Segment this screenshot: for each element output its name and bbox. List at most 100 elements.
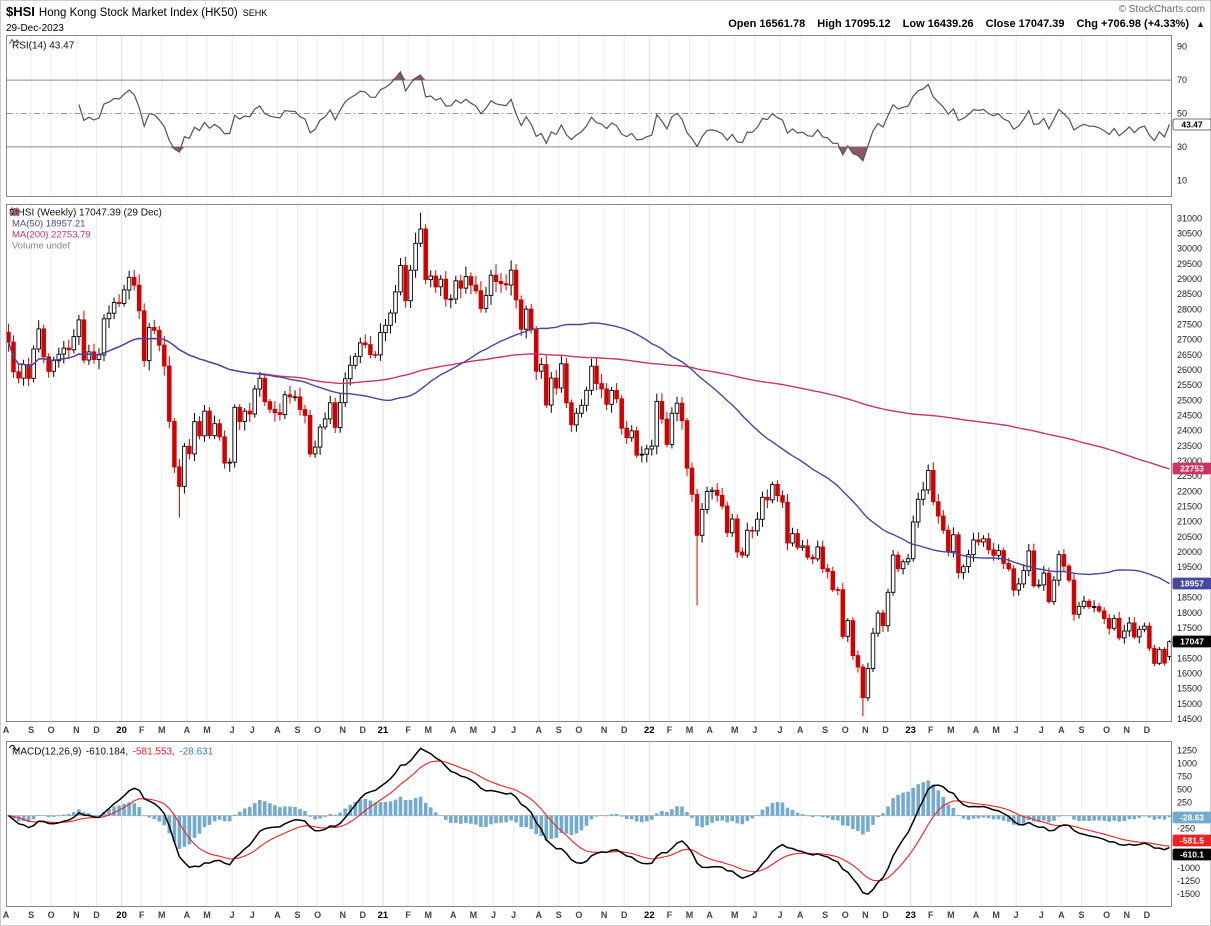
x-axis-label: S (822, 725, 829, 735)
y-axis-label: 25000 (1177, 395, 1202, 405)
x-axis-label: J (1013, 910, 1019, 920)
x-axis-label: S (822, 910, 829, 920)
x-axis-label: J (249, 910, 255, 920)
ma50-line (7, 322, 1170, 585)
chart-subheader: 29-Dec-2023 Open 16561.78 High 17095.12 Lo… (6, 18, 1205, 34)
x-axis-label: D (93, 725, 100, 735)
x-axis-label: S (555, 910, 562, 920)
macd-legend-signal-value: -581.553, (132, 746, 175, 758)
macd-legend-macd-value: -610.184, (85, 746, 129, 758)
x-axis-label: D (359, 910, 367, 920)
x-axis-label: 22 (644, 725, 655, 736)
x-axis-label: N (600, 725, 608, 735)
macd-legend-name: MACD(12,26,9) (12, 746, 82, 758)
chart-date: 29-Dec-2023 (6, 23, 64, 34)
y-axis-label: 16500 (1177, 653, 1202, 663)
y-axis-label: -1250 (1177, 876, 1200, 886)
svg-text:-581.5: -581.5 (1180, 836, 1204, 846)
x-axis-label: M (424, 725, 432, 735)
x-axis-label: A (450, 725, 457, 735)
value-tag: 43.47 (1172, 118, 1211, 131)
svg-text:43.47: 43.47 (1181, 120, 1203, 130)
volume-legend-row: Volume undef (9, 209, 162, 251)
x-axis-label: D (1143, 725, 1151, 735)
x-axis-label: A (706, 725, 713, 735)
macd-panel: 12501000750500250-250-500-750-1000-1250-… (6, 741, 1211, 907)
x-axis-label: F (928, 910, 934, 920)
y-axis-label: 29500 (1177, 259, 1202, 269)
y-axis-label: 26500 (1177, 350, 1202, 360)
y-axis-label: 30500 (1177, 228, 1202, 238)
x-axis-label: O (1103, 910, 1111, 920)
y-axis-label: 25500 (1177, 380, 1202, 390)
x-axis-label: N (73, 910, 80, 920)
y-axis-label: 250 (1177, 798, 1192, 808)
low-label: Low (902, 18, 925, 30)
x-axis-label: M (158, 910, 166, 920)
x-axis-label: J (490, 725, 497, 735)
x-axis-label: S (28, 910, 35, 920)
svg-text:-610.1: -610.1 (1180, 850, 1204, 860)
x-axis-label: J (752, 725, 758, 735)
y-axis-label: 22500 (1177, 471, 1202, 481)
high-value: 17095.12 (844, 18, 891, 30)
x-axis-label: 20 (116, 725, 127, 736)
value-tag: 17047 (1172, 635, 1211, 648)
rsi-line (78, 70, 1171, 162)
x-axis-label: J (752, 910, 758, 920)
y-axis-label: 27000 (1177, 335, 1202, 345)
x-axis-label: M (947, 725, 955, 735)
x-axis-label: O (841, 910, 849, 920)
ma200-legend-row: MA(200) 22753.79 (9, 209, 162, 240)
x-axis-label: A (183, 725, 191, 735)
stockcharts-credit-link[interactable]: © StockCharts.com (1118, 4, 1205, 15)
x-axis-label: O (1103, 725, 1111, 735)
x-axis-label: D (620, 910, 628, 920)
value-tag: 18957 (1172, 577, 1211, 590)
x-axis-label: J (1013, 725, 1019, 735)
x-axis-label: J (511, 910, 517, 920)
x-axis-label: S (1078, 725, 1085, 735)
x-axis-label: S (1078, 910, 1085, 920)
x-axis-label: J (1038, 725, 1044, 735)
change-value: +706.98 (+4.33%) (1100, 18, 1190, 30)
x-axis-label: F (138, 725, 145, 735)
x-axis-label: M (469, 910, 478, 920)
y-axis-label: 1000 (1177, 758, 1197, 768)
x-axis-label: D (93, 910, 100, 920)
svg-text:-28.63: -28.63 (1180, 813, 1204, 823)
x-axis-label: A (274, 725, 281, 735)
x-axis-label: A (535, 910, 542, 920)
symbol-ticker: $HSI (6, 4, 35, 19)
x-axis-label: A (1058, 910, 1065, 920)
open-value: 16561.78 (759, 18, 806, 30)
symbol-name: Hong Kong Stock Market Index (HK50) (38, 7, 238, 19)
x-axis-label: A (706, 910, 713, 920)
candles (6, 212, 1172, 716)
price-legend: $HSI (Weekly) 17047.39 (29 Dec) MA(50) 1… (9, 207, 162, 251)
y-axis-label: 27500 (1177, 320, 1202, 330)
rsi-legend: RSI(14) 43.47 (9, 37, 74, 55)
x-axis-label: N (862, 725, 869, 735)
value-tag: 22753 (1172, 462, 1211, 475)
x-axis-label: A (2, 910, 10, 920)
y-axis-label: 750 (1177, 772, 1192, 782)
chart-header: $HSI Hong Kong Stock Market Index (HK50) S… (6, 3, 1205, 19)
x-axis-label: M (992, 725, 1000, 735)
x-axis-label: O (575, 910, 583, 920)
x-axis-label: N (73, 725, 80, 735)
x-axis-label: F (405, 725, 411, 735)
y-axis-label: 18500 (1177, 593, 1202, 603)
price-chart: 31000 30500 30000 29500 29000 28500 28000 27500… (6, 204, 1211, 722)
y-axis-label: 70 (1177, 75, 1187, 85)
x-axis-label: A (535, 725, 542, 735)
x-axis-label: M (731, 910, 739, 920)
x-axis-label: F (405, 910, 411, 920)
rsi-legend-text: RSI(14) 43.47 (12, 40, 75, 52)
y-axis-label: 16000 (1177, 668, 1202, 678)
up-arrow-icon: ▲ (1196, 19, 1205, 29)
y-axis-label: 18000 (1177, 608, 1202, 618)
price-panel: 31000 30500 30000 29500 29000 28500 28000 27500… (6, 204, 1211, 722)
